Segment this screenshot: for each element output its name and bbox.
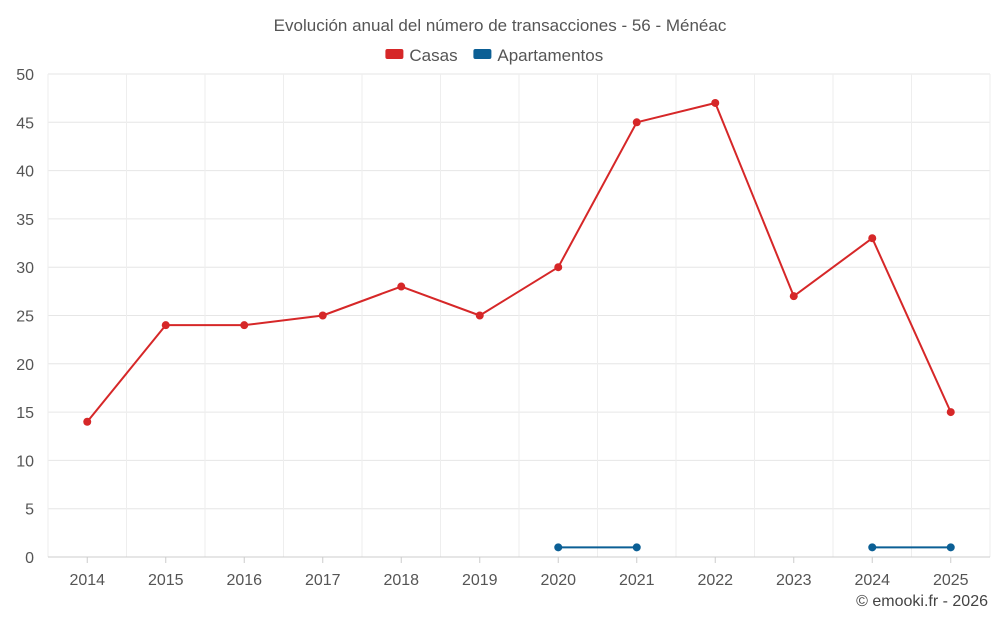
legend-label: Casas	[409, 46, 457, 65]
legend: Casas Apartamentos	[385, 46, 603, 65]
x-tick-label: 2016	[226, 572, 262, 589]
data-point-apartamentos[interactable]	[946, 543, 955, 552]
x-tick-label: 2024	[854, 572, 890, 589]
data-point-casas[interactable]	[161, 321, 170, 330]
x-tick-label: 2014	[69, 572, 105, 589]
x-tick-label: 2017	[305, 572, 341, 589]
data-point-apartamentos[interactable]	[554, 543, 563, 552]
data-point-apartamentos[interactable]	[868, 543, 877, 552]
y-tick-label: 5	[25, 502, 34, 519]
y-tick-label: 15	[16, 405, 34, 422]
y-tick-label: 20	[16, 357, 34, 374]
y-tick-label: 10	[16, 453, 34, 470]
chart-title: Evolución anual del número de transaccio…	[274, 16, 727, 35]
y-tick-label: 30	[16, 260, 34, 277]
y-tick-label: 0	[25, 550, 34, 567]
x-tick-label: 2018	[383, 572, 419, 589]
data-point-casas[interactable]	[475, 311, 484, 320]
grid	[47, 73, 991, 558]
legend-swatch	[385, 49, 404, 59]
y-tick-label: 25	[16, 309, 34, 326]
x-tick-label: 2025	[933, 572, 969, 589]
data-point-casas[interactable]	[789, 292, 798, 301]
legend-item-apartamentos[interactable]: Apartamentos	[473, 46, 603, 65]
legend-item-casas[interactable]: Casas	[385, 46, 458, 65]
series-line-casas	[86, 101, 952, 423]
data-point-casas[interactable]	[318, 311, 327, 320]
x-tick-label: 2021	[619, 572, 655, 589]
x-tick-label: 2022	[697, 572, 733, 589]
x-tick-label: 2015	[148, 572, 184, 589]
data-point-casas[interactable]	[711, 98, 720, 107]
y-tick-label: 40	[16, 164, 34, 181]
x-tick-label: 2023	[776, 572, 812, 589]
x-tick-label: 2019	[462, 572, 498, 589]
legend-swatch	[473, 49, 492, 59]
data-point-casas[interactable]	[632, 118, 641, 127]
data-point-apartamentos[interactable]	[632, 543, 641, 552]
series-group	[83, 98, 955, 552]
data-point-casas[interactable]	[946, 408, 955, 417]
y-tick-label: 35	[16, 212, 34, 229]
y-tick-label: 50	[16, 67, 34, 84]
data-point-casas[interactable]	[868, 234, 877, 243]
data-point-casas[interactable]	[240, 321, 249, 330]
data-point-casas[interactable]	[397, 282, 406, 291]
data-point-casas[interactable]	[554, 263, 563, 272]
data-point-casas[interactable]	[83, 417, 92, 426]
legend-label: Apartamentos	[497, 46, 603, 65]
y-tick-label: 45	[16, 115, 34, 132]
credit-text: © emooki.fr - 2026	[856, 593, 988, 610]
x-tick-label: 2020	[540, 572, 576, 589]
